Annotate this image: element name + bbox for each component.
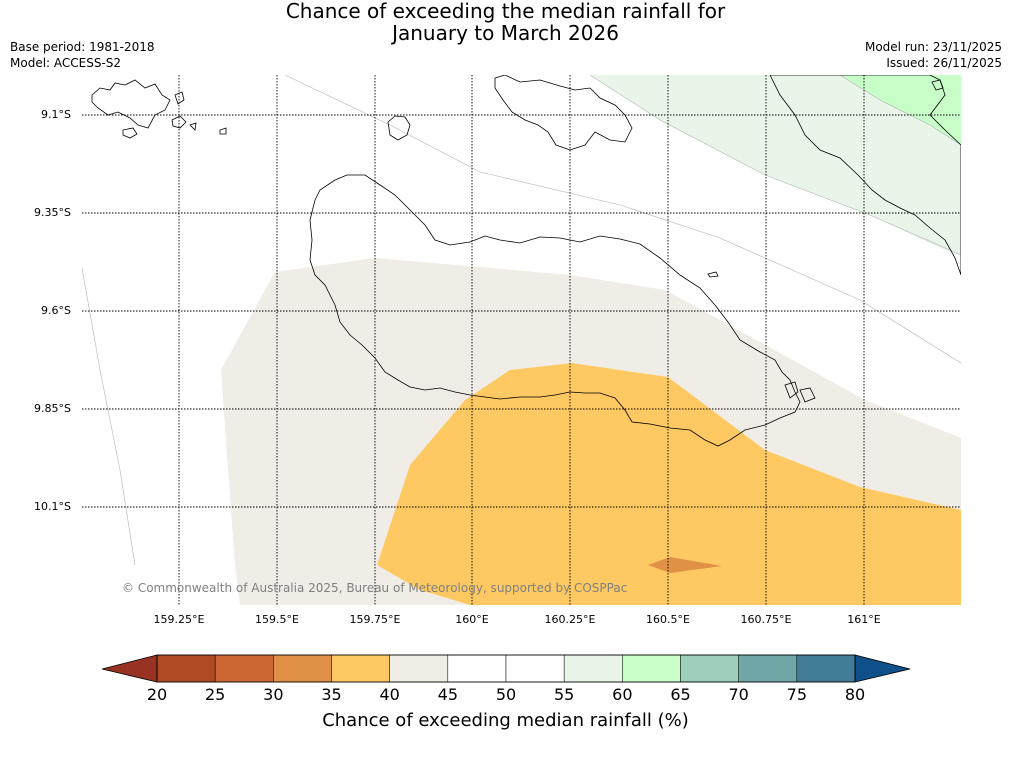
region-30-35 [648,557,722,573]
colorbar-segment [563,654,623,683]
colorbar-segment [796,654,856,683]
map-title-line-2: January to March 2026 [392,21,619,45]
region-35-40 [377,363,961,605]
colorbar-segment [622,654,681,683]
copyright-notice: © Commonwealth of Australia 2025, Bureau… [122,581,628,595]
lon-label-161: 161°E [847,613,881,626]
colorbar-tick-label: 50 [495,685,517,704]
island-ngella [494,75,633,151]
colorbar-segment [389,654,449,683]
meta-right: Model run: 23/11/2025 Issued: 26/11/2025 [865,39,1002,71]
colorbar-tick-label: 60 [612,685,633,704]
colorbar-tick-label: 80 [844,685,866,704]
colorbar-tick-label: 25 [204,685,226,704]
colorbar-tick-label: 20 [146,685,168,704]
island-florida-2 [122,127,138,139]
colorbar-segment [738,654,798,683]
colorbar-under-arrow [101,654,158,683]
colorbar-segment [156,654,216,683]
meta-left: Base period: 1981-2018 Model: ACCESS-S2 [10,39,155,71]
colorbar-segment [680,654,739,683]
colorbar-segment [331,654,390,683]
lon-label-159-5: 159.5°E [255,613,299,626]
contour-lines [82,75,961,566]
lon-label-160-5: 160.5°E [646,613,690,626]
region-40-45 [221,258,961,605]
region-55-60 [590,75,961,255]
lon-label-160-75: 160.75°E [740,613,792,626]
island-florida-5 [189,122,197,131]
issued-date: Issued: 26/11/2025 [886,56,1002,70]
lat-label-9-1: 9.1°S [41,108,71,121]
island-guadalcanal [309,174,801,447]
colorbar-over-arrow [854,654,911,683]
colorbar-tick-label: 30 [263,685,284,704]
base-period: Base period: 1981-2018 [10,40,155,54]
graticule [82,75,961,605]
island-florida-1 [91,79,171,129]
colorbar-tick-label: 75 [786,685,808,704]
islet-marau-2 [799,387,816,403]
colorbar-tick-label: 45 [437,685,459,704]
colorbar-tick-label: 40 [379,685,400,704]
colorbar-segments [156,654,856,683]
colorbar-label: Chance of exceeding median rainfall (%) [322,710,689,731]
colorbar-segment [505,654,565,683]
map-area [82,75,961,605]
islet-nw-ngella [931,79,944,91]
colorbar-segment [273,654,332,683]
lat-label-9-35: 9.35°S [34,206,71,219]
island-savo [387,115,411,141]
lat-label-10-1: 10.1°S [34,500,71,513]
colorbar-segment [447,654,507,683]
islet-marau-1 [784,381,799,399]
lon-label-159-75: 159.75°E [349,613,401,626]
coastlines [91,75,961,447]
lon-label-160-25: 160.25°E [544,613,596,626]
colorbar [101,654,911,683]
colorbar-tick-label: 65 [670,685,691,704]
island-florida-4 [174,91,185,105]
map-title: Chance of exceeding the median rainfall … [0,0,1011,44]
lat-label-9-85: 9.85°S [34,402,71,415]
island-florida-3 [171,115,187,129]
model-name: Model: ACCESS-S2 [10,56,122,70]
colorbar-tick-label: 70 [728,685,749,704]
islet-east [707,271,719,278]
island-malaita [769,75,961,276]
colorbar-frame [156,654,856,683]
lat-label-9-6: 9.6°S [41,304,71,317]
model-run: Model run: 23/11/2025 [864,40,1002,54]
map-title-line-1: Chance of exceeding the median rainfall … [285,0,726,23]
colorbar-segment [214,654,274,683]
colorbar-tick-label: 35 [321,685,342,704]
island-florida-6 [219,127,227,135]
lon-label-160: 160°E [455,613,489,626]
lon-label-159-25: 159.25°E [153,613,205,626]
colorbar-tick-label: 55 [553,685,575,704]
